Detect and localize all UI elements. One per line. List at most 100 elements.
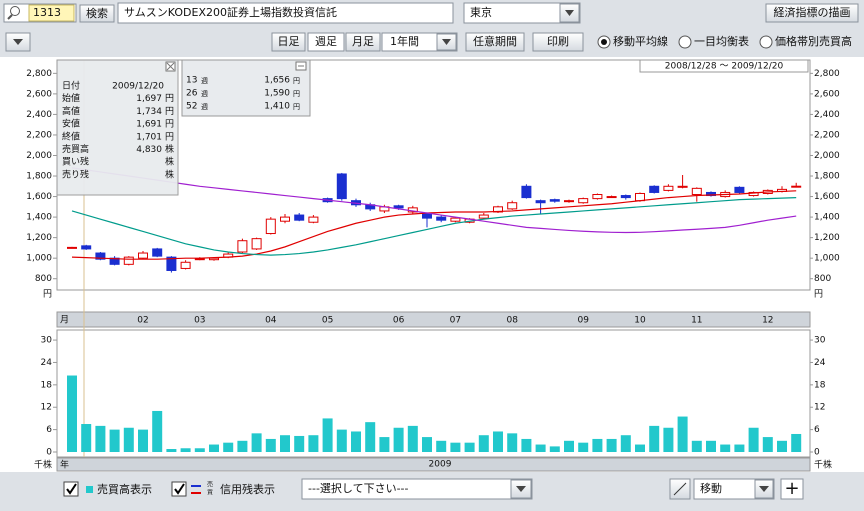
legend-value: 1,656 <box>264 76 290 86</box>
volume-bar <box>777 440 787 452</box>
econ-button[interactable] <box>765 3 859 23</box>
legend-period: 13 <box>186 76 197 86</box>
year-bar <box>56 457 811 472</box>
candle-body <box>535 200 546 204</box>
search-button[interactable] <box>79 4 115 23</box>
candle-body <box>265 218 276 235</box>
search-icon <box>10 6 20 16</box>
add-button[interactable] <box>780 478 804 500</box>
radio[interactable] <box>678 35 692 49</box>
info-unit: 円 <box>165 106 174 117</box>
overlay-option: 移動平均線 <box>613 34 668 48</box>
candle-body <box>180 261 191 269</box>
volume-bar <box>762 437 773 452</box>
legend-value: 1,590 <box>264 89 290 99</box>
y-tick-label: 1,400 <box>814 213 840 223</box>
candle-body <box>67 246 77 249</box>
candle-body <box>734 186 745 193</box>
code: 1313 <box>33 6 61 19</box>
radio[interactable] <box>759 35 773 49</box>
volume-bar <box>81 424 92 452</box>
custom-range-button[interactable] <box>465 32 525 52</box>
code-input[interactable] <box>28 4 75 22</box>
volume-bar <box>308 435 319 452</box>
info-label: 売り残 <box>62 168 89 180</box>
ma-legend <box>181 59 311 117</box>
period-button[interactable] <box>271 32 306 52</box>
custom-range: 任意期間 <box>473 34 517 48</box>
y-unit: 千株 <box>814 459 832 471</box>
y-tick-label: 12 <box>41 403 52 413</box>
period-button[interactable] <box>345 32 381 52</box>
y-tick-label: 0 <box>814 448 820 458</box>
volume-bar <box>407 425 418 452</box>
y-tick-label: 18 <box>814 380 826 390</box>
volume-bar <box>322 418 333 452</box>
volume-bar <box>578 442 589 452</box>
line-icon <box>673 482 687 496</box>
x-tick-label: 02 <box>137 316 148 326</box>
legend-unit: 週 <box>201 76 208 85</box>
y-tick-label: 2,400 <box>814 110 840 120</box>
period-button[interactable] <box>307 32 345 52</box>
candle-body <box>166 256 177 271</box>
security-name: サムスンKODEX200証券上場指数投資信託 <box>124 5 337 19</box>
candle-body <box>436 216 447 221</box>
select[interactable] <box>301 478 533 500</box>
volume-bar <box>606 438 617 452</box>
tool-select[interactable] <box>693 478 775 500</box>
candle-body <box>422 213 432 219</box>
volume-bar <box>564 440 574 452</box>
candle-body <box>649 185 660 193</box>
info-label: 安値 <box>62 118 80 130</box>
info-label: 終値 <box>62 130 80 142</box>
volume-bar <box>152 410 163 452</box>
y-tick-label: 2,800 <box>26 69 52 79</box>
tool: 移動 <box>700 481 722 495</box>
legend-unit: 週 <box>201 102 208 111</box>
candle-body <box>564 200 574 203</box>
candle-body <box>209 257 219 261</box>
info-value: 4,830 <box>136 145 162 155</box>
legend-unit: 週 <box>201 89 208 98</box>
info-unit: 円 <box>165 131 174 142</box>
x-tick-label: 03 <box>194 316 205 326</box>
credit-toggle: 信用残表示 <box>220 482 275 496</box>
candle-body <box>450 217 461 222</box>
y-tick-label: 1,800 <box>26 172 52 182</box>
volume-bar <box>535 444 546 452</box>
arrow-icon <box>565 10 574 16</box>
candle-body <box>521 185 532 199</box>
year: 2009 <box>429 460 452 470</box>
market-select[interactable] <box>463 2 581 24</box>
x-unit: 年 <box>60 459 69 471</box>
print-button[interactable] <box>532 32 584 52</box>
x-tick-label: 09 <box>577 316 589 326</box>
info-label: 日付 <box>62 81 80 92</box>
candle-body <box>294 214 305 221</box>
y-tick-label: 0 <box>46 448 52 458</box>
volume-bar <box>720 444 731 452</box>
candle-body <box>635 192 645 202</box>
y-unit: 千株 <box>34 459 52 471</box>
volume-bar <box>521 438 532 452</box>
period: 月足 <box>352 35 374 48</box>
volume-bar <box>393 427 404 452</box>
y-tick-label: 1,800 <box>814 172 840 182</box>
moving-average <box>71 167 797 234</box>
y-tick-label: 30 <box>41 336 53 346</box>
candle-body <box>237 240 248 253</box>
candle-body <box>123 256 134 265</box>
volume-icon <box>86 486 93 493</box>
volume-bar <box>95 425 106 452</box>
info-value: 1,734 <box>136 107 162 117</box>
credit-icon-label: 売 <box>207 481 213 489</box>
volume-bar <box>635 444 645 452</box>
period: 日足 <box>278 35 300 48</box>
volume-bar <box>478 435 489 452</box>
y-tick-label: 2,200 <box>26 130 52 140</box>
info-value: 2009/12/20 <box>112 82 164 92</box>
y-tick-label: 12 <box>814 403 825 413</box>
